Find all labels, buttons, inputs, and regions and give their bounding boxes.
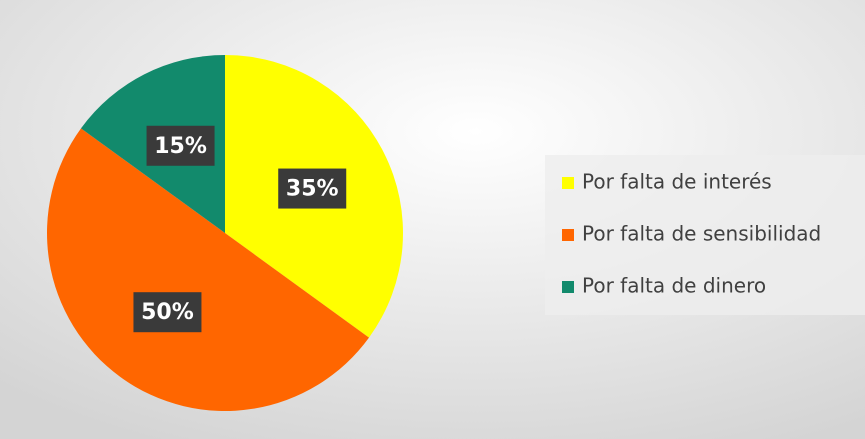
- legend-swatch: [562, 177, 574, 189]
- value-label-box: [146, 125, 215, 166]
- value-label-box: [133, 292, 202, 333]
- value-label: 50%: [141, 300, 194, 325]
- legend-text: Por falta de dinero: [582, 274, 766, 298]
- legend-swatch: [562, 281, 574, 293]
- legend-box: [545, 155, 865, 315]
- value-label: 35%: [286, 177, 339, 202]
- value-label: 15%: [154, 134, 207, 159]
- legend-text: Por falta de sensibilidad: [582, 222, 821, 246]
- legend-swatch: [562, 229, 574, 241]
- value-label-box: [278, 168, 347, 209]
- legend-text: Por falta de interés: [582, 170, 772, 194]
- pie-slice: [47, 128, 370, 412]
